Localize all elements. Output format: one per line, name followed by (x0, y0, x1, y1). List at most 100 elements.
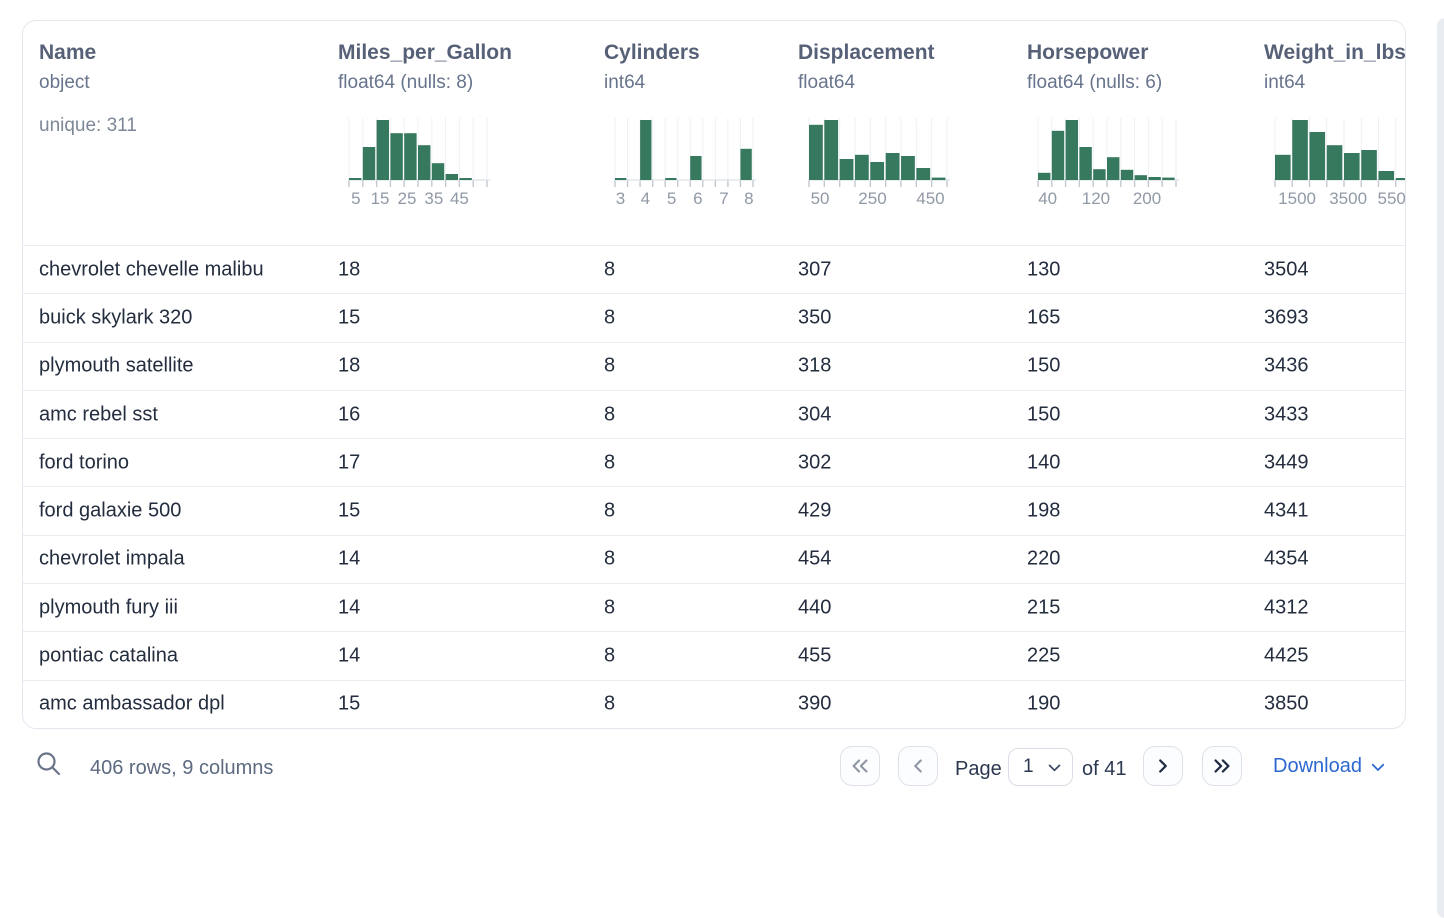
table-cell: 318 (798, 354, 832, 377)
vertical-scrollbar[interactable] (1437, 18, 1444, 918)
table-cell: 14 (338, 547, 361, 570)
svg-text:50: 50 (811, 189, 830, 208)
table-cell: 454 (798, 547, 832, 570)
table-cell: 150 (1027, 354, 1061, 377)
table-cell: 130 (1027, 258, 1061, 281)
table-cell: 3693 (1264, 306, 1309, 329)
table-cell: 8 (604, 499, 616, 522)
table-row[interactable]: amc rebel sst 16 8 304 150 3433 (23, 389, 1405, 438)
table-cell: 140 (1027, 451, 1061, 474)
svg-text:8: 8 (744, 189, 753, 208)
table-row[interactable]: ford galaxie 500 15 8 429 198 4341 (23, 486, 1405, 534)
svg-text:450: 450 (916, 189, 944, 208)
table-row[interactable]: pontiac catalina 14 8 455 225 4425 (23, 631, 1405, 679)
svg-text:5: 5 (351, 189, 360, 208)
column-type: float64 (nulls: 6) (1027, 72, 1163, 93)
table-cell: 15 (338, 499, 361, 522)
table-cell: 8 (604, 403, 616, 426)
svg-text:3500: 3500 (1329, 189, 1367, 208)
table-cell: 190 (1027, 692, 1061, 715)
table-row[interactable]: plymouth satellite 18 8 318 150 3436 (23, 341, 1405, 390)
table-cell: 8 (604, 306, 616, 329)
table-cell: 18 (338, 258, 361, 281)
double-chevron-left-icon (852, 759, 868, 773)
column-histogram: 1500 3500 5500 (1274, 118, 1405, 208)
svg-text:6: 6 (693, 189, 702, 208)
svg-text:200: 200 (1133, 189, 1161, 208)
column-title: Displacement (798, 41, 935, 64)
column-unique-count: unique: 311 (39, 115, 137, 136)
column-header-name[interactable]: Name object unique: 311 (39, 21, 137, 245)
table-cell: 429 (798, 499, 832, 522)
table-row[interactable]: plymouth fury iii 14 8 440 215 4312 (23, 583, 1405, 631)
column-title: Cylinders (604, 41, 700, 64)
next-page-button[interactable] (1143, 746, 1183, 786)
table-cell: 8 (604, 354, 616, 377)
column-header-horsepower[interactable]: Horsepower float64 (nulls: 6) 40 120 200 (1027, 21, 1179, 245)
table-cell: amc rebel sst (39, 403, 158, 426)
column-type: int64 (1264, 72, 1306, 93)
column-histogram: 50 250 450 (808, 118, 950, 208)
table-cell: 8 (604, 451, 616, 474)
table-cell: 225 (1027, 644, 1061, 667)
table-cell: 3850 (1264, 692, 1309, 715)
svg-text:40: 40 (1038, 189, 1057, 208)
last-page-button[interactable] (1202, 746, 1242, 786)
svg-text:120: 120 (1082, 189, 1110, 208)
table-cell: 15 (338, 306, 361, 329)
column-title: Miles_per_Gallon (338, 41, 512, 64)
table-cell: 17 (338, 451, 361, 474)
svg-text:250: 250 (858, 189, 886, 208)
page-select-value: 1 (1023, 756, 1034, 777)
table-cell: 16 (338, 403, 361, 426)
svg-text:7: 7 (719, 189, 728, 208)
table-cell: 8 (604, 644, 616, 667)
table-cell: 8 (604, 258, 616, 281)
page-total-label: of 41 (1082, 758, 1127, 780)
table-cell: 455 (798, 644, 832, 667)
table-row[interactable]: amc ambassador dpl 15 8 390 190 3850 (23, 679, 1405, 728)
column-header-cylinders[interactable]: Cylinders int64 3 4 5 6 7 8 (604, 21, 756, 245)
table-cell: 150 (1027, 403, 1061, 426)
column-title: Horsepower (1027, 41, 1149, 64)
svg-text:25: 25 (397, 189, 416, 208)
prev-page-button[interactable] (898, 746, 938, 786)
column-type: int64 (604, 72, 646, 93)
table-cell: ford torino (39, 451, 130, 474)
download-label: Download (1273, 755, 1362, 777)
svg-text:3: 3 (616, 189, 625, 208)
table-cell: 4312 (1264, 596, 1309, 619)
download-button[interactable]: Download (1273, 755, 1387, 778)
table-cell: 3504 (1264, 258, 1309, 281)
column-histogram: 5 15 25 35 45 (348, 118, 490, 208)
chevron-down-icon (1048, 764, 1061, 771)
table-cell: 220 (1027, 547, 1061, 570)
page-select[interactable]: 1 (1008, 748, 1073, 786)
table-cell: 165 (1027, 306, 1061, 329)
column-header-displacement[interactable]: Displacement float64 50 250 450 (798, 21, 950, 245)
svg-text:35: 35 (424, 189, 443, 208)
table-row[interactable]: buick skylark 320 15 8 350 165 3693 (23, 293, 1405, 341)
table-row[interactable]: chevrolet chevelle malibu 18 8 307 130 3504 (23, 245, 1405, 293)
page-label: Page (955, 758, 1002, 780)
column-title: Weight_in_lbs (1264, 41, 1406, 64)
table-cell: 350 (798, 306, 832, 329)
table-cell: chevrolet chevelle malibu (39, 258, 264, 281)
table-cell: 8 (604, 692, 616, 715)
table-cell: plymouth satellite (39, 354, 194, 377)
search-button[interactable] (34, 750, 64, 780)
table-cell: pontiac catalina (39, 644, 178, 667)
table-cell: 215 (1027, 596, 1061, 619)
column-header-weight-in-lbs[interactable]: Weight_in_lbs int64 1500 3500 5500 (1264, 21, 1406, 245)
table-cell: 4425 (1264, 644, 1309, 667)
column-header-miles-per-gallon[interactable]: Miles_per_Gallon float64 (nulls: 8) 5 15 25 3… (338, 21, 512, 245)
column-title: Name (39, 41, 97, 64)
table-row[interactable]: chevrolet impala 14 8 454 220 4354 (23, 534, 1405, 583)
table-cell: 390 (798, 692, 832, 715)
first-page-button[interactable] (840, 746, 880, 786)
table-cell: 3436 (1264, 354, 1309, 377)
table-row[interactable]: ford torino 17 8 302 140 3449 (23, 438, 1405, 486)
table-cell: 440 (798, 596, 832, 619)
